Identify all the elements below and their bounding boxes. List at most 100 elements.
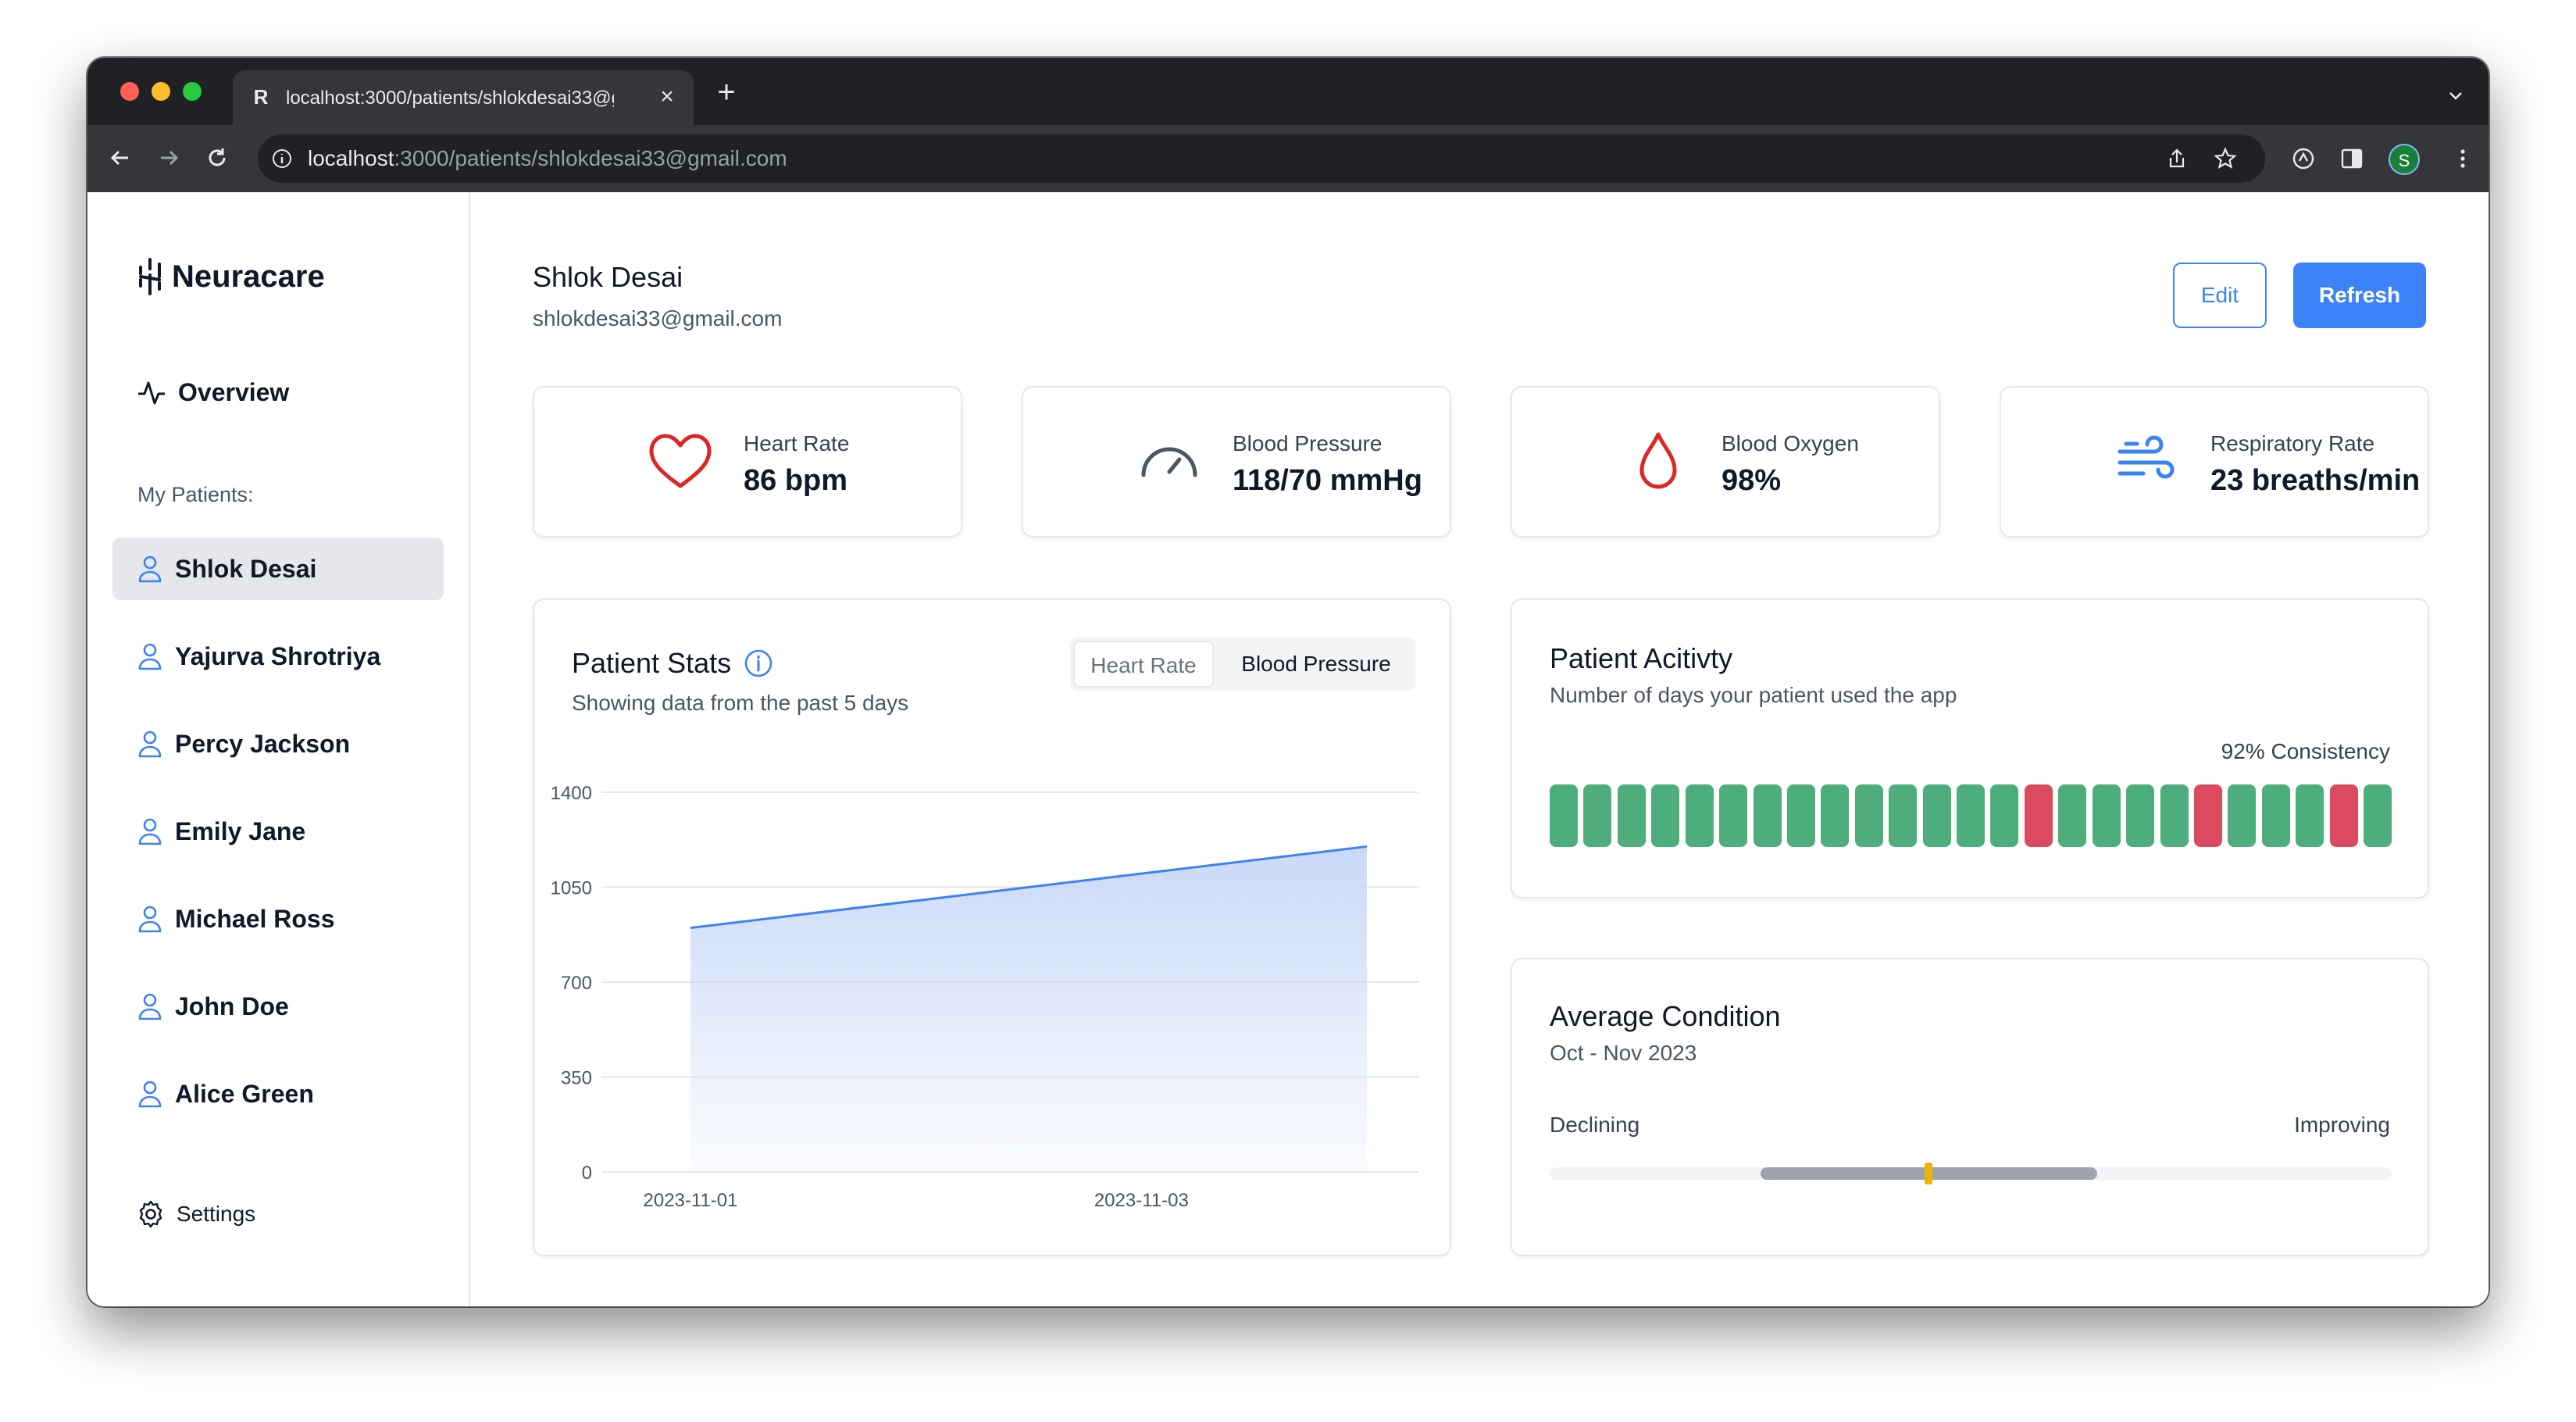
app-root: Neuracare Overview My Patients: Shlok De… bbox=[87, 192, 2489, 1306]
browser-tab[interactable]: R localhost:3000/patients/shlokdesai33@g… bbox=[233, 70, 694, 125]
info-icon[interactable] bbox=[744, 648, 773, 678]
activity-day-bar bbox=[1821, 784, 1850, 847]
patient-item-alice-green[interactable]: Alice Green bbox=[112, 1063, 444, 1125]
nav-overview-label: Overview bbox=[178, 377, 290, 406]
declining-label: Declining bbox=[1550, 1113, 1640, 1137]
activity-day-bar bbox=[2261, 784, 2290, 847]
vital-value: 23 breaths/min bbox=[2210, 464, 2421, 497]
patient-name: Shlok Desai bbox=[175, 554, 317, 583]
wind-icon bbox=[2118, 435, 2175, 479]
nav-settings[interactable]: Settings bbox=[136, 1199, 255, 1230]
patient-item-emily-jane[interactable]: Emily Jane bbox=[112, 800, 444, 863]
user-icon bbox=[138, 906, 162, 933]
new-tab-icon[interactable]: + bbox=[717, 75, 736, 109]
profile-avatar[interactable]: S bbox=[2389, 144, 2420, 175]
vital-label: Respiratory Rate bbox=[2210, 431, 2375, 456]
stats-title: Patient Stats bbox=[572, 647, 732, 679]
patient-name: John Doe bbox=[175, 991, 289, 1020]
activity-day-bar bbox=[2092, 784, 2121, 847]
activity-day-bar bbox=[2058, 784, 2087, 847]
maximize-window-button[interactable] bbox=[183, 82, 202, 101]
patients-section-label: My Patients: bbox=[137, 483, 254, 506]
activity-day-bar bbox=[1786, 784, 1815, 847]
bookmark-star-icon[interactable] bbox=[2214, 147, 2237, 170]
y-tick-label: 0 bbox=[582, 1163, 592, 1184]
patient-item-percy-jackson[interactable]: Percy Jackson bbox=[112, 713, 444, 775]
refresh-button[interactable]: Refresh bbox=[2293, 263, 2426, 328]
vital-card-blood-pressure: Blood Pressure 118/70 mmHg bbox=[1022, 386, 1451, 538]
activity-day-bar bbox=[1651, 784, 1680, 847]
back-arrow-icon[interactable] bbox=[105, 142, 136, 173]
reload-icon[interactable] bbox=[202, 142, 233, 173]
minimize-window-button[interactable] bbox=[152, 82, 170, 101]
nav-overview[interactable]: Overview bbox=[136, 377, 289, 408]
url-path: :3000/patients/shlokdesai33@gmail.com bbox=[394, 146, 787, 170]
activity-day-bar bbox=[2364, 784, 2392, 847]
url-host: localhost bbox=[308, 146, 394, 170]
share-icon[interactable] bbox=[2165, 147, 2189, 170]
vital-label: Heart Rate bbox=[744, 431, 850, 456]
browser-window: R localhost:3000/patients/shlokdesai33@g… bbox=[87, 58, 2489, 1306]
neuracare-logo-icon bbox=[139, 258, 161, 295]
site-info-icon[interactable] bbox=[272, 148, 292, 169]
patient-item-shlok-desai[interactable]: Shlok Desai bbox=[112, 538, 444, 600]
patient-name: Alice Green bbox=[175, 1079, 314, 1108]
extension-icon[interactable] bbox=[2290, 145, 2317, 172]
url-text[interactable]: localhost:3000/patients/shlokdesai33@gma… bbox=[308, 146, 1089, 171]
patient-activity-card: Patient Acitivty Number of days your pat… bbox=[1511, 598, 2429, 899]
y-tick-label: 1400 bbox=[551, 783, 592, 804]
heart-icon bbox=[649, 434, 712, 488]
droplet-icon bbox=[1639, 432, 1677, 489]
user-icon bbox=[138, 993, 162, 1020]
patient-item-yajurva-shrotriya[interactable]: Yajurva Shrotriya bbox=[112, 625, 444, 688]
activity-day-bar bbox=[1550, 784, 1578, 847]
condition-title: Average Condition bbox=[1550, 1000, 1781, 1032]
tab-blood-pressure[interactable]: Blood Pressure bbox=[1241, 652, 1391, 676]
y-tick-label: 700 bbox=[561, 973, 592, 994]
browser-menu-icon[interactable] bbox=[2449, 145, 2476, 172]
tab-close-icon[interactable]: × bbox=[660, 84, 674, 109]
patient-title: Shlok Desai bbox=[533, 261, 683, 293]
activity-pulse-icon bbox=[138, 381, 165, 405]
activity-day-bar bbox=[2024, 784, 2053, 847]
patient-item-john-doe[interactable]: John Doe bbox=[112, 975, 444, 1038]
activity-day-bar bbox=[2228, 784, 2257, 847]
condition-subtitle: Oct - Nov 2023 bbox=[1550, 1041, 1697, 1065]
patient-name: Yajurva Shrotriya bbox=[175, 641, 381, 670]
gauge-icon bbox=[1141, 447, 1197, 477]
user-icon bbox=[138, 643, 162, 670]
patient-item-michael-ross[interactable]: Michael Ross bbox=[112, 888, 444, 950]
tab-heart-rate[interactable]: Heart Rate bbox=[1073, 641, 1214, 688]
side-panel-icon[interactable] bbox=[2339, 145, 2365, 172]
tab-title: localhost:3000/patients/shlokdesai33@gma… bbox=[286, 88, 614, 109]
patient-name: Emily Jane bbox=[175, 816, 306, 845]
activity-day-bar bbox=[1854, 784, 1883, 847]
stats-subtitle: Showing data from the past 5 days bbox=[572, 691, 909, 715]
brand[interactable]: Neuracare bbox=[136, 255, 325, 298]
patient-name: Michael Ross bbox=[175, 904, 335, 933]
condition-marker bbox=[1925, 1163, 1933, 1184]
activity-day-bar bbox=[1617, 784, 1646, 847]
vital-value: 98% bbox=[1721, 464, 1782, 497]
vital-card-blood-oxygen: Blood Oxygen 98% bbox=[1511, 386, 1940, 538]
vital-card-heart-rate: Heart Rate 86 bpm bbox=[533, 386, 962, 538]
close-window-button[interactable] bbox=[120, 82, 139, 101]
series-line bbox=[690, 845, 1368, 930]
user-icon bbox=[138, 1081, 162, 1108]
consistency-label: 92% Consistency bbox=[2221, 739, 2390, 763]
y-tick-label: 1050 bbox=[551, 878, 592, 899]
user-icon bbox=[138, 556, 162, 583]
address-bar[interactable]: localhost:3000/patients/shlokdesai33@gma… bbox=[258, 134, 2265, 183]
vital-label: Blood Pressure bbox=[1233, 431, 1383, 456]
series-area bbox=[690, 846, 1367, 1172]
tab-favicon-icon: R bbox=[253, 85, 269, 109]
user-icon bbox=[138, 731, 162, 758]
activity-day-bar bbox=[1922, 784, 1951, 847]
edit-button[interactable]: Edit bbox=[2173, 263, 2267, 328]
activity-day-bar bbox=[2329, 784, 2358, 847]
forward-arrow-icon[interactable] bbox=[153, 142, 184, 173]
improving-label: Improving bbox=[2294, 1113, 2390, 1137]
x-tick-label: 2023-11-03 bbox=[1094, 1190, 1189, 1211]
tab-search-chevron-icon[interactable] bbox=[2446, 86, 2465, 105]
patient-list: Shlok Desai Yajurva Shrotriya Percy Jack… bbox=[112, 538, 444, 1150]
